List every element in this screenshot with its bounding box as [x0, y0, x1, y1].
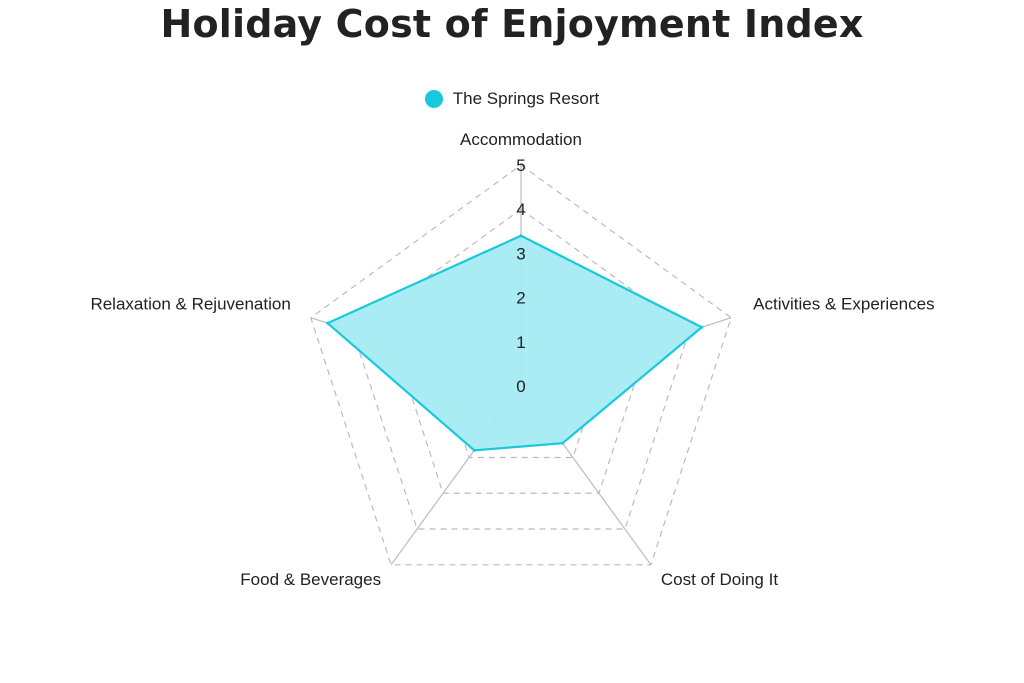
chart-title: Holiday Cost of Enjoyment Index [160, 2, 864, 46]
grid-ring [352, 208, 690, 530]
legend-label: The Springs Resort [452, 89, 600, 108]
axis-label: Activities & Experiences [753, 295, 934, 314]
axis-label: Accommodation [460, 130, 582, 149]
tick-label: 4 [516, 200, 525, 219]
axis-label: Relaxation & Rejuvenation [90, 295, 290, 314]
axis-label: Cost of Doing It [661, 570, 778, 589]
tick-label: 3 [516, 244, 525, 263]
data-point[interactable] [700, 325, 704, 329]
series-area[interactable] [325, 234, 704, 452]
grid-ring [310, 164, 732, 566]
tick-label: 0 [516, 377, 525, 396]
data-point[interactable] [472, 448, 476, 452]
tick-label: 2 [516, 289, 525, 308]
data-point[interactable] [326, 321, 330, 325]
data-point[interactable] [519, 234, 523, 238]
tick-label: 5 [516, 156, 525, 175]
legend[interactable]: The Springs Resort [0, 89, 1024, 109]
data-point[interactable] [561, 441, 565, 445]
tick-label: 1 [516, 333, 525, 352]
legend-swatch [424, 90, 443, 108]
axis-label: Food & Beverages [240, 570, 381, 589]
